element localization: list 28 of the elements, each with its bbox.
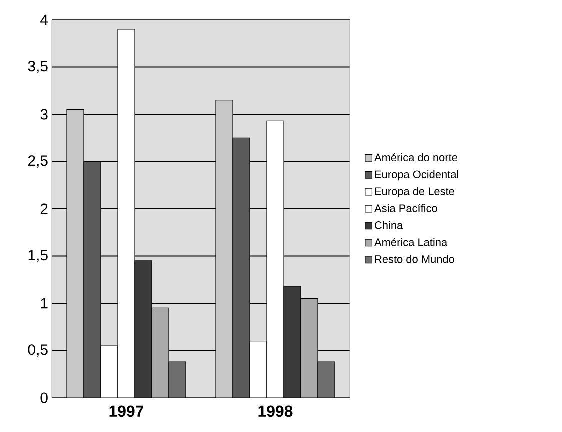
- y-tick-label: 1: [41, 298, 48, 309]
- legend-label: Asia Pacífico: [374, 204, 438, 212]
- legend-label: Europa de Leste: [375, 187, 454, 198]
- legend-label: América Latina: [374, 238, 448, 246]
- bar: [318, 362, 336, 398]
- bar: [66, 109, 84, 398]
- y-tick-label: 3,5: [28, 61, 48, 74]
- bar: [232, 138, 250, 398]
- bar: [216, 100, 234, 398]
- bar: [152, 308, 170, 398]
- x-tick-label: 1998: [258, 406, 293, 418]
- legend-label: Resto do Mundo: [375, 255, 454, 264]
- y-tick-label: 0,5: [28, 344, 48, 357]
- y-tick-label: 2: [40, 204, 48, 214]
- legend-label: América do norte: [374, 153, 458, 162]
- bar: [168, 362, 186, 398]
- y-tick-label: 2,5: [28, 156, 48, 168]
- y-tick-label: 0: [40, 392, 48, 404]
- bar: [134, 260, 152, 398]
- bar: [300, 298, 318, 398]
- bar: [84, 161, 102, 398]
- y-tick-label: 3: [40, 109, 48, 120]
- legend-label: China: [375, 221, 404, 230]
- x-tick-label: 1997: [110, 406, 144, 418]
- bar: [284, 286, 302, 398]
- y-tick-label: 1,5: [28, 250, 48, 262]
- legend-label: Europa Ocidental: [375, 170, 458, 181]
- y-tick-label: 4: [40, 14, 48, 26]
